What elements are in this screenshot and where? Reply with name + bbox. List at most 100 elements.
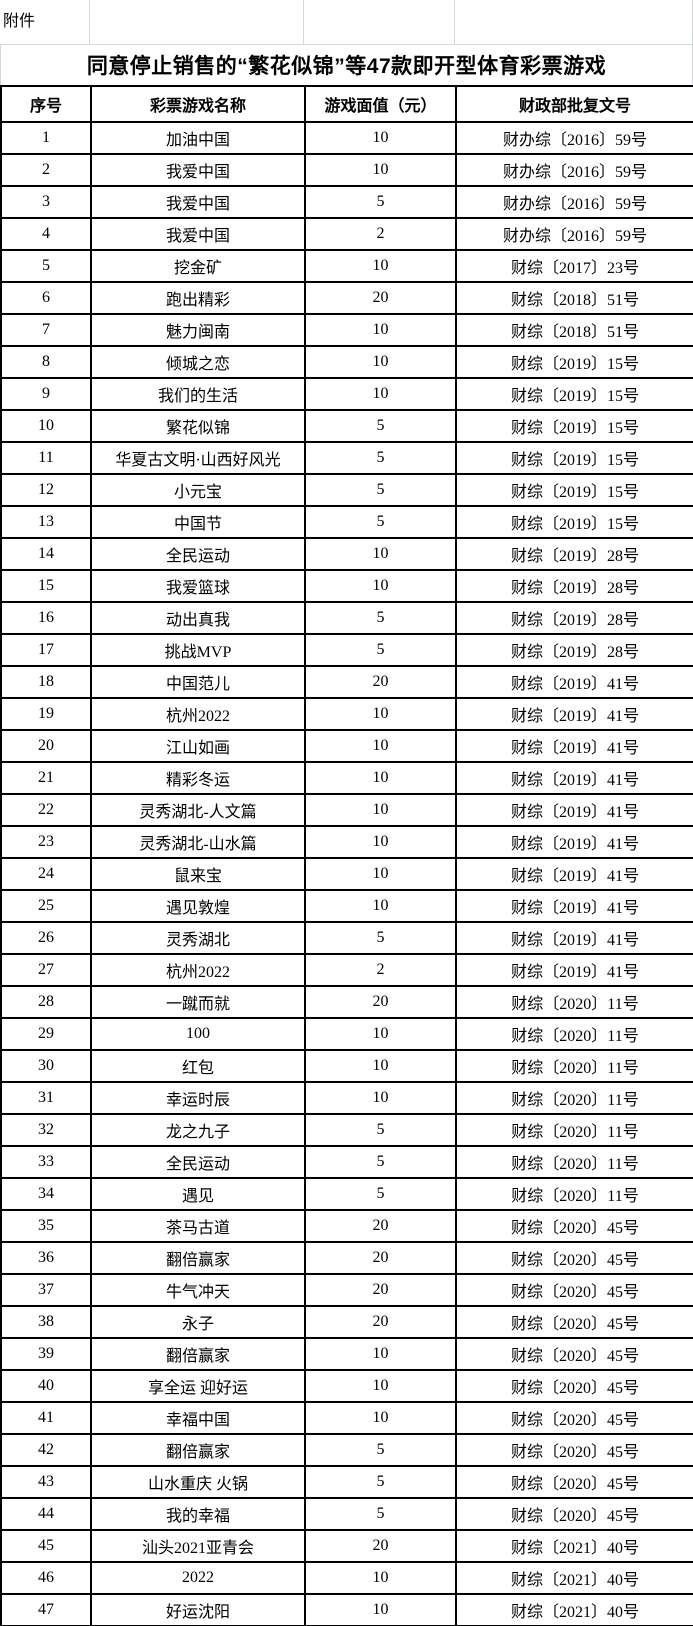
cell-face-value: 20 <box>304 281 457 315</box>
cell-index: 17 <box>0 633 92 667</box>
cell-game-name: 挑战MVP <box>90 633 306 667</box>
table-row: 28 一蹴而就 20 财综〔2020〕11号 <box>0 985 693 1019</box>
cell-game-name: 江山如画 <box>90 729 306 763</box>
cell-index: 33 <box>0 1145 92 1179</box>
cell-index: 15 <box>0 569 92 603</box>
table-row: 24 鼠来宝 10 财综〔2019〕41号 <box>0 857 693 891</box>
cell-index: 35 <box>0 1209 92 1243</box>
table-row: 18 中国范儿 20 财综〔2019〕41号 <box>0 665 693 699</box>
table-row: 29 100 10 财综〔2020〕11号 <box>0 1017 693 1051</box>
cell-face-value: 10 <box>304 153 457 187</box>
cell-index: 45 <box>0 1529 92 1563</box>
cell-face-value: 2 <box>304 953 457 987</box>
cell-approval-doc: 财综〔2020〕11号 <box>455 1177 693 1211</box>
cell-game-name: 我的幸福 <box>90 1497 306 1531</box>
cell-approval-doc: 财综〔2019〕41号 <box>455 953 693 987</box>
cell-game-name: 红包 <box>90 1049 306 1083</box>
cell-face-value: 20 <box>304 1241 457 1275</box>
cell-face-value: 10 <box>304 729 457 763</box>
cell-approval-doc: 财综〔2019〕41号 <box>455 729 693 763</box>
table-row: 37 牛气冲天 20 财综〔2020〕45号 <box>0 1273 693 1307</box>
table-row: 14 全民运动 10 财综〔2019〕28号 <box>0 537 693 571</box>
cell-index: 20 <box>0 729 92 763</box>
cell-approval-doc: 财综〔2019〕41号 <box>455 697 693 731</box>
cell-index: 12 <box>0 473 92 507</box>
cell-game-name: 挖金矿 <box>90 249 306 283</box>
table-title: 同意停止销售的“繁花似锦”等47款即开型体育彩票游戏 <box>0 45 693 85</box>
table-row: 46 2022 10 财综〔2021〕40号 <box>0 1561 693 1595</box>
table-row: 15 我爱篮球 10 财综〔2019〕28号 <box>0 569 693 603</box>
cell-game-name: 龙之九子 <box>90 1113 306 1147</box>
table-row: 31 幸运时辰 10 财综〔2020〕11号 <box>0 1081 693 1115</box>
cell-game-name: 动出真我 <box>90 601 306 635</box>
cell-face-value: 10 <box>304 793 457 827</box>
cell-game-name: 永子 <box>90 1305 306 1339</box>
cell-face-value: 5 <box>304 1177 457 1211</box>
cell-face-value: 10 <box>304 1017 457 1051</box>
cell-approval-doc: 财综〔2020〕45号 <box>455 1209 693 1243</box>
cell-index: 3 <box>0 185 92 219</box>
header-row: 序号 彩票游戏名称 游戏面值（元） 财政部批复文号 <box>0 85 693 123</box>
cell-index: 1 <box>0 121 92 155</box>
cell-approval-doc: 财综〔2020〕45号 <box>455 1433 693 1467</box>
cell-face-value: 10 <box>304 1593 457 1626</box>
cell-face-value: 20 <box>304 1529 457 1563</box>
empty-grid-cell <box>90 0 304 44</box>
cell-game-name: 我爱中国 <box>90 185 306 219</box>
table-row: 11 华夏古文明·山西好风光 5 财综〔2019〕15号 <box>0 441 693 475</box>
table-row: 36 翻倍赢家 20 财综〔2020〕45号 <box>0 1241 693 1275</box>
cell-game-name: 我爱中国 <box>90 217 306 251</box>
table-row: 26 灵秀湖北 5 财综〔2019〕41号 <box>0 921 693 955</box>
table-row: 5 挖金矿 10 财综〔2017〕23号 <box>0 249 693 283</box>
cell-approval-doc: 财办综〔2016〕59号 <box>455 185 693 219</box>
cell-game-name: 精彩冬运 <box>90 761 306 795</box>
cell-face-value: 10 <box>304 569 457 603</box>
cell-approval-doc: 财综〔2020〕45号 <box>455 1369 693 1403</box>
cell-index: 4 <box>0 217 92 251</box>
table-row: 23 灵秀湖北-山水篇 10 财综〔2019〕41号 <box>0 825 693 859</box>
col-header-index: 序号 <box>0 85 92 123</box>
cell-approval-doc: 财综〔2019〕41号 <box>455 889 693 923</box>
cell-index: 13 <box>0 505 92 539</box>
cell-game-name: 繁花似锦 <box>90 409 306 443</box>
cell-index: 27 <box>0 953 92 987</box>
cell-face-value: 5 <box>304 441 457 475</box>
cell-game-name: 华夏古文明·山西好风光 <box>90 441 306 475</box>
cell-approval-doc: 财综〔2019〕15号 <box>455 377 693 411</box>
cell-face-value: 10 <box>304 1049 457 1083</box>
empty-grid-cell <box>304 0 455 44</box>
cell-index: 21 <box>0 761 92 795</box>
cell-game-name: 幸福中国 <box>90 1401 306 1435</box>
cell-approval-doc: 财综〔2018〕51号 <box>455 313 693 347</box>
cell-face-value: 20 <box>304 665 457 699</box>
cell-approval-doc: 财综〔2019〕15号 <box>455 473 693 507</box>
cell-game-name: 翻倍赢家 <box>90 1337 306 1371</box>
cell-face-value: 5 <box>304 1497 457 1531</box>
cell-game-name: 茶马古道 <box>90 1209 306 1243</box>
cell-index: 10 <box>0 409 92 443</box>
cell-face-value: 5 <box>304 1145 457 1179</box>
cell-approval-doc: 财综〔2019〕41号 <box>455 761 693 795</box>
cell-game-name: 遇见 <box>90 1177 306 1211</box>
cell-approval-doc: 财综〔2019〕41号 <box>455 857 693 891</box>
table-row: 30 红包 10 财综〔2020〕11号 <box>0 1049 693 1083</box>
cell-approval-doc: 财综〔2019〕41号 <box>455 825 693 859</box>
cell-face-value: 5 <box>304 1433 457 1467</box>
cell-approval-doc: 财综〔2019〕28号 <box>455 569 693 603</box>
table-row: 6 跑出精彩 20 财综〔2018〕51号 <box>0 281 693 315</box>
cell-approval-doc: 财综〔2020〕11号 <box>455 1081 693 1115</box>
cell-face-value: 10 <box>304 1369 457 1403</box>
cell-index: 38 <box>0 1305 92 1339</box>
cell-game-name: 100 <box>90 1017 306 1051</box>
table-row: 41 幸福中国 10 财综〔2020〕45号 <box>0 1401 693 1435</box>
cell-approval-doc: 财综〔2020〕11号 <box>455 1017 693 1051</box>
cell-approval-doc: 财综〔2021〕40号 <box>455 1529 693 1563</box>
cell-index: 31 <box>0 1081 92 1115</box>
cell-approval-doc: 财综〔2020〕45号 <box>455 1401 693 1435</box>
cell-approval-doc: 财综〔2020〕11号 <box>455 1145 693 1179</box>
cell-face-value: 5 <box>304 633 457 667</box>
cell-index: 6 <box>0 281 92 315</box>
cell-face-value: 5 <box>304 409 457 443</box>
attachment-label: 附件 <box>3 13 36 30</box>
